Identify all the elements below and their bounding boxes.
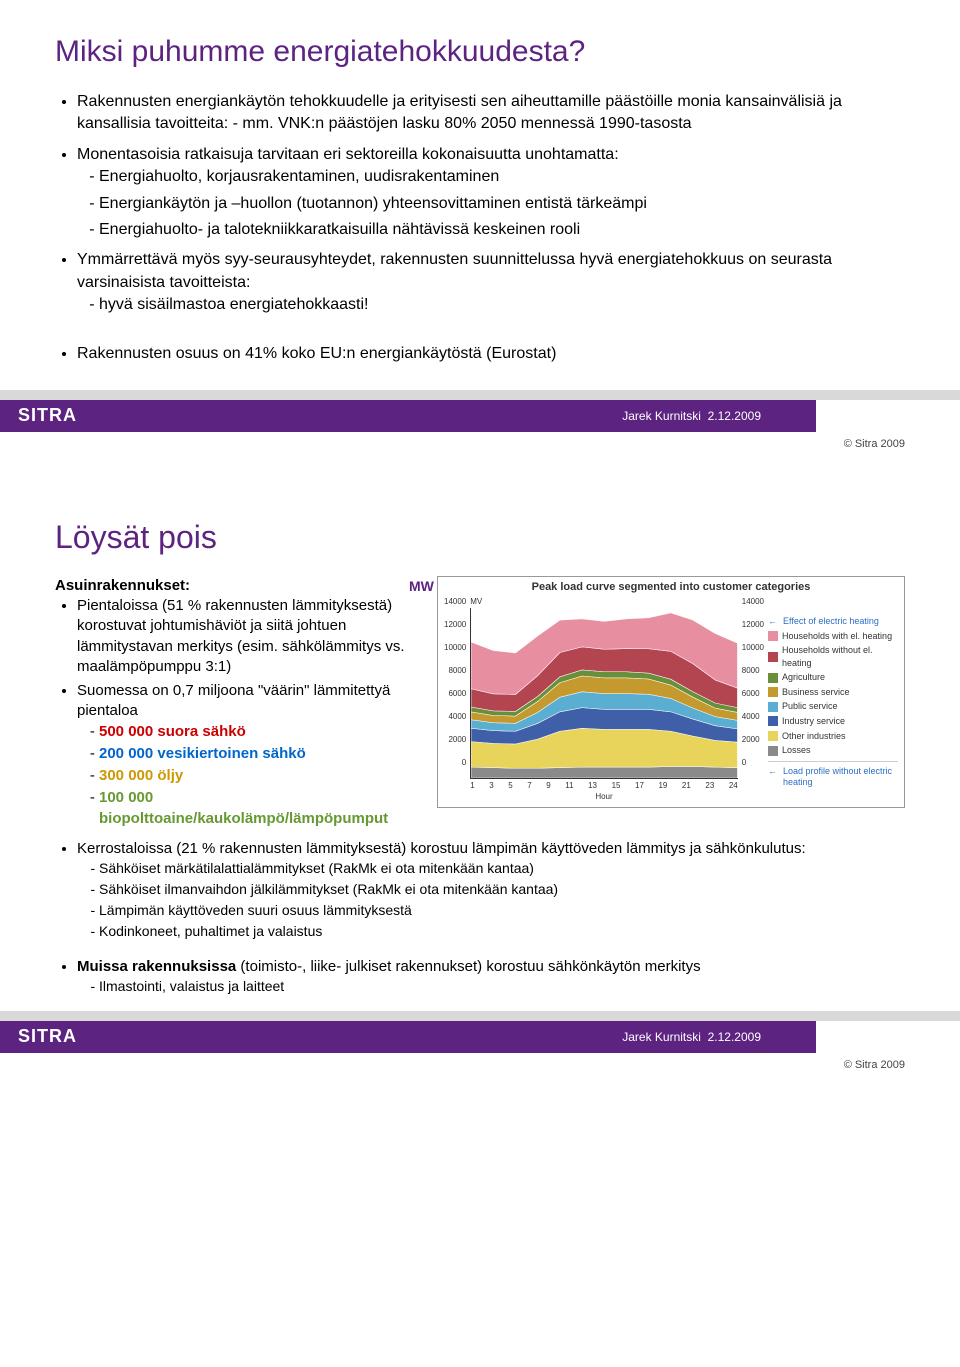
- lb1: Pientaloissa (51 % rakennusten lämmityks…: [77, 597, 405, 675]
- b3: Ymmärrettävä myös syy-seurausyhteydet, r…: [77, 251, 832, 290]
- chart-legend: ← Effect of electric heating Households …: [768, 597, 898, 801]
- b2: Monentasoisia ratkaisuja tarvitaan eri s…: [77, 146, 619, 163]
- mw-label: MW: [409, 578, 434, 594]
- sitra-logo: SITRA: [18, 405, 77, 426]
- legend-item: Agriculture: [768, 671, 898, 684]
- author-date: Jarek Kurnitski 2.12.2009: [622, 409, 761, 423]
- copyright: © Sitra 2009: [0, 1053, 960, 1085]
- fs3: Lämpimän käyttöveden suuri osuus lämmity…: [99, 902, 412, 918]
- fs2: Sähköiset ilmanvaihdon jälkilämmitykset …: [99, 881, 558, 897]
- slide1-title: Miksi puhumme energiatehokkuudesta?: [55, 35, 905, 69]
- slide2-lower-text: Kerrostaloissa (21 % rakennusten lämmity…: [55, 839, 905, 996]
- stacked-area-plot: [470, 608, 738, 779]
- legend-swatch: [768, 746, 778, 756]
- asuin-heading: Asuinrakennukset:: [55, 576, 425, 596]
- fs1: Sähköiset märkätilalattialämmitykset (Ra…: [99, 860, 534, 876]
- b1: Rakennusten energiankäytön tehokkuudelle…: [77, 93, 842, 132]
- legend-label: Public service: [782, 700, 838, 713]
- fb2a: Muissa rakennuksissa: [77, 958, 236, 975]
- legend-swatch: [768, 702, 778, 712]
- peak-load-chart: Peak load curve segmented into customer …: [437, 576, 905, 808]
- lb2: Suomessa on 0,7 miljoona "väärin" lämmit…: [77, 682, 390, 719]
- slide2-title: Löysät pois: [55, 519, 905, 556]
- legend-item: Other industries: [768, 730, 898, 743]
- footer-2: SITRA Jarek Kurnitski 2.12.2009 © Sitra …: [0, 1011, 960, 1085]
- fb2b: (toimisto-, liike- julkiset rakennukset)…: [236, 958, 700, 975]
- author: Jarek Kurnitski: [622, 409, 701, 423]
- legend-item: Losses: [768, 744, 898, 757]
- slide2-left-text: Asuinrakennukset: Pientaloissa (51 % rak…: [55, 576, 425, 833]
- footer-1: SITRA Jarek Kurnitski 2.12.2009 © Sitra …: [0, 390, 960, 464]
- date: 2.12.2009: [708, 409, 761, 423]
- ls-b: 200 000 vesikiertoinen sähkö: [99, 745, 306, 762]
- s1b: Energiankäytön ja –huollon (tuotannon) y…: [99, 195, 647, 212]
- y-axis-right: 14000120001000080006000400020000: [742, 597, 764, 767]
- copyright: © Sitra 2009: [0, 432, 960, 464]
- legend-effect: Effect of electric heating: [783, 615, 879, 628]
- legend-item: Households without el. heating: [768, 644, 898, 669]
- b4: Rakennusten osuus on 41% koko EU:n energ…: [77, 345, 556, 362]
- arrow-icon: ←: [768, 766, 779, 788]
- slide1-body: Rakennusten energiankäytön tehokkuudelle…: [55, 91, 905, 365]
- legend-load-profile: Load profile without electric heating: [783, 766, 898, 788]
- legend-label: Households without el. heating: [782, 644, 898, 669]
- chart-title: Peak load curve segmented into customer …: [444, 581, 898, 593]
- grey-band: [0, 390, 960, 400]
- chart-container: MW Peak load curve segmented into custom…: [437, 576, 905, 833]
- legend-swatch: [768, 716, 778, 726]
- sitra-logo: SITRA: [18, 1026, 77, 1047]
- hour-label: Hour: [470, 792, 738, 801]
- arrow-icon: ←: [768, 615, 779, 628]
- legend-label: Other industries: [782, 730, 846, 743]
- ls-c: 300 000 öljy: [99, 767, 183, 784]
- fs2-0: Ilmastointi, valaistus ja laitteet: [99, 978, 284, 994]
- legend-item: Industry service: [768, 715, 898, 728]
- legend-swatch: [768, 631, 778, 641]
- legend-label: Agriculture: [782, 671, 825, 684]
- author: Jarek Kurnitski: [622, 1030, 701, 1044]
- legend-swatch: [768, 673, 778, 683]
- purple-band: SITRA Jarek Kurnitski 2.12.2009: [0, 400, 816, 432]
- legend-item: Business service: [768, 686, 898, 699]
- legend-item: Public service: [768, 700, 898, 713]
- x-axis: 135791113151719212324: [470, 781, 738, 790]
- legend-label: Industry service: [782, 715, 845, 728]
- legend-swatch: [768, 687, 778, 697]
- date: 2.12.2009: [708, 1030, 761, 1044]
- ls-d: 100 000 biopolttoaine/kaukolämpö/lämpöpu…: [99, 789, 388, 826]
- fb1: Kerrostaloissa (21 % rakennusten lämmity…: [77, 840, 806, 857]
- y-axis-left: 14000120001000080006000400020000: [444, 597, 466, 767]
- legend-label: Losses: [782, 744, 811, 757]
- s2a: hyvä sisäilmastoa energiatehokkaasti!: [99, 296, 368, 313]
- legend-swatch: [768, 731, 778, 741]
- fs4: Kodinkoneet, puhaltimet ja valaistus: [99, 923, 322, 939]
- grey-band: [0, 1011, 960, 1021]
- author-date: Jarek Kurnitski 2.12.2009: [622, 1030, 761, 1044]
- legend-item: Households with el. heating: [768, 630, 898, 643]
- s1c: Energiahuolto- ja talotekniikkaratkaisui…: [99, 221, 580, 238]
- legend-label: Business service: [782, 686, 850, 699]
- purple-band: SITRA Jarek Kurnitski 2.12.2009: [0, 1021, 816, 1053]
- legend-swatch: [768, 652, 778, 662]
- s1a: Energiahuolto, korjausrakentaminen, uudi…: [99, 168, 499, 185]
- mv-label: MV: [470, 597, 738, 606]
- legend-label: Households with el. heating: [782, 630, 892, 643]
- ls-a: 500 000 suora sähkö: [99, 723, 246, 740]
